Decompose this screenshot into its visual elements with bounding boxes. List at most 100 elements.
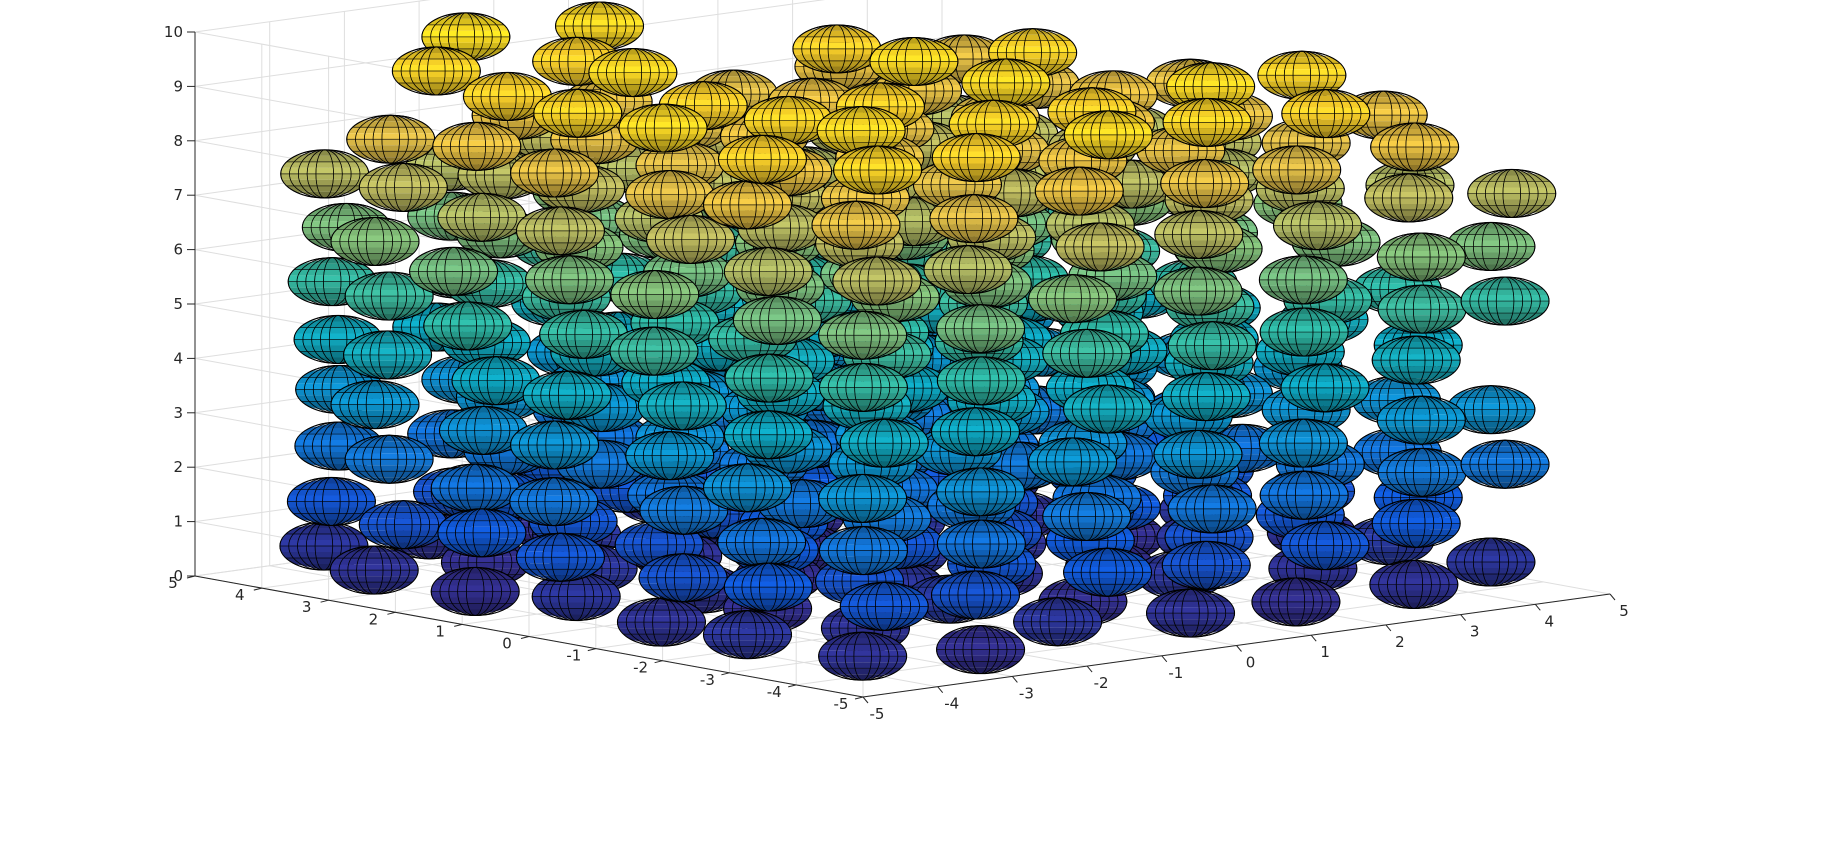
ellipsoid-mark xyxy=(287,257,377,307)
ellipsoid-band xyxy=(346,139,435,146)
ellipsoid-band xyxy=(440,418,527,425)
ellipsoid-band xyxy=(308,315,368,322)
ellipsoid-band xyxy=(538,43,615,50)
ellipsoid-band xyxy=(296,434,382,441)
ellipsoid-band xyxy=(794,36,880,43)
ellipsoid-band xyxy=(523,395,612,402)
ellipsoid-band xyxy=(300,428,377,435)
ellipsoid-band xyxy=(517,545,604,552)
ellipsoid-band xyxy=(432,140,521,147)
ellipsoid-band xyxy=(439,205,525,212)
ellipsoid-band xyxy=(360,175,446,182)
ellipsoid-band xyxy=(516,427,593,434)
ellipsoid-band xyxy=(308,209,385,216)
ellipsoid-band xyxy=(431,585,520,592)
ellipsoid-band xyxy=(509,495,598,502)
ellipsoid-band xyxy=(695,76,772,83)
ellipsoid-band xyxy=(358,372,417,379)
ellipsoid-band xyxy=(346,465,432,472)
ellipsoid-band xyxy=(570,1,629,8)
ellipsoid-band xyxy=(407,88,466,95)
ellipsoid-band xyxy=(360,193,446,200)
ellipsoid-band xyxy=(344,360,431,367)
ellipsoid-band xyxy=(345,217,405,224)
ellipsoid-band xyxy=(535,119,621,126)
x-tick xyxy=(862,696,869,704)
ellipsoid-band xyxy=(443,544,520,551)
ellipsoid-band xyxy=(871,67,957,74)
ellipsoid-band xyxy=(352,121,429,128)
ellipsoid-band xyxy=(374,542,433,549)
ellipsoid-band xyxy=(535,101,621,108)
ellipsoid-band xyxy=(533,602,619,609)
ellipsoid-band xyxy=(533,584,619,591)
ellipsoid-band xyxy=(351,441,428,448)
ellipsoid-outline xyxy=(344,271,434,321)
ellipsoid-band xyxy=(427,18,504,25)
ellipsoid-mark xyxy=(344,271,434,321)
ellipsoid-band xyxy=(531,261,608,268)
ellipsoid-band xyxy=(332,392,418,399)
ellipsoid-band xyxy=(510,445,599,452)
ellipsoid-band xyxy=(525,273,614,280)
ellipsoid-band xyxy=(282,161,368,168)
ellipsoid-band xyxy=(410,259,497,266)
ellipsoid-band xyxy=(511,161,598,168)
ellipsoid-mark xyxy=(533,88,623,138)
ellipsoid-band xyxy=(555,19,644,26)
ellipsoid-band xyxy=(522,242,599,249)
ellipsoid-band xyxy=(343,348,432,355)
ellipsoid-band xyxy=(436,12,495,19)
ellipsoid-band xyxy=(615,538,704,545)
ellipsoid-band xyxy=(523,389,612,396)
ellipsoid-band xyxy=(348,127,434,134)
ellipsoid-band xyxy=(533,113,622,120)
grid-line xyxy=(194,0,431,33)
ellipsoid-mark xyxy=(330,380,420,430)
ellipsoid-band xyxy=(531,291,608,298)
ellipsoid-band xyxy=(798,30,876,37)
ellipsoid-band xyxy=(437,526,526,533)
ellipsoid-band xyxy=(336,582,413,589)
ellipsoid-band xyxy=(374,205,433,212)
ellipsoid-band xyxy=(538,608,615,615)
ellipsoid-band xyxy=(421,36,510,43)
ellipsoid-band xyxy=(511,489,597,496)
ellipsoid-band xyxy=(439,424,528,431)
ellipsoid-band xyxy=(288,275,377,282)
ellipsoid-band xyxy=(302,477,361,484)
ellipsoid-mark xyxy=(792,24,882,74)
ellipsoid-band xyxy=(289,269,375,276)
ellipsoid-band xyxy=(336,223,414,230)
ellipsoid-band xyxy=(439,538,525,545)
ellipsoid-band xyxy=(359,181,448,188)
ellipsoid-band xyxy=(463,96,552,103)
ellipsoid-band xyxy=(345,380,405,387)
ellipsoid-band xyxy=(302,519,361,526)
ellipsoid-band xyxy=(541,322,627,329)
ellipsoid-mark xyxy=(330,216,420,267)
ellipsoid-mark xyxy=(391,46,481,96)
ellipsoid-band xyxy=(704,70,763,77)
axis-layer xyxy=(186,31,1616,704)
ellipsoid-band xyxy=(516,185,593,192)
ellipsoid-band xyxy=(432,494,518,501)
x-tick xyxy=(937,686,944,694)
ellipsoid-band xyxy=(365,199,442,206)
ellipsoid-band xyxy=(346,447,432,454)
ellipsoid-mark xyxy=(344,434,434,484)
ellipsoid-band xyxy=(332,410,418,417)
y-tick xyxy=(654,660,663,664)
ellipsoid-band xyxy=(360,272,419,279)
ellipsoid-band xyxy=(331,558,417,565)
ellipsoid-band xyxy=(439,223,525,230)
ellipsoid-outline xyxy=(358,162,448,212)
ellipsoid-band xyxy=(443,514,520,521)
ellipsoid-band xyxy=(792,42,881,49)
ellipsoid-band xyxy=(360,314,419,321)
ellipsoid-band xyxy=(282,179,368,186)
ellipsoid-band xyxy=(345,296,434,303)
ellipsoid-band xyxy=(393,58,479,65)
ellipsoid-mark xyxy=(343,330,433,380)
ellipsoid-band xyxy=(437,217,526,224)
